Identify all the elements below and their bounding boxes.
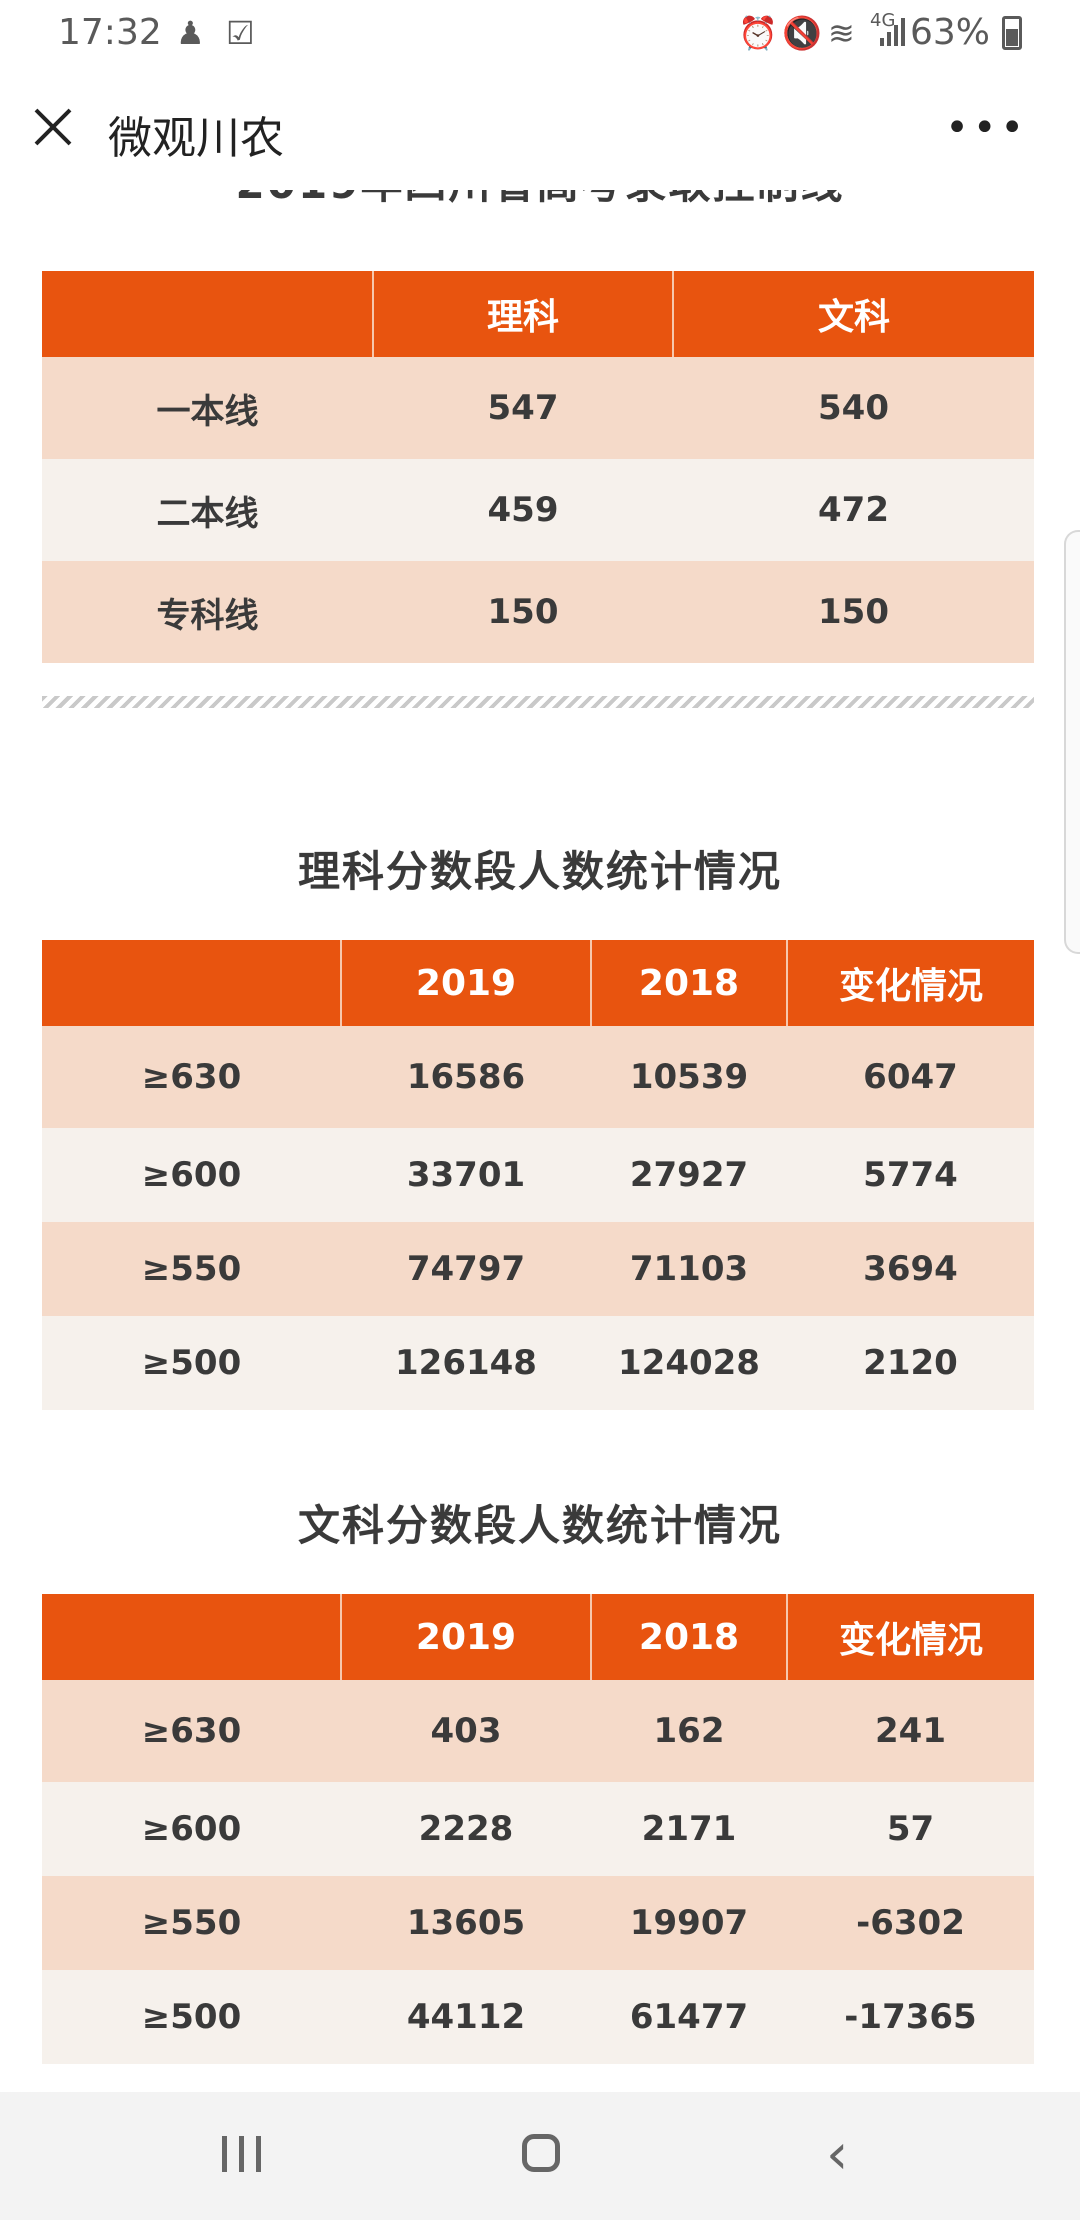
row-label: 一本线: [42, 357, 373, 459]
table-row: ≥500 126148 124028 2120: [42, 1316, 1034, 1410]
table-cell: 44112: [341, 1970, 591, 2064]
table-cell: 27927: [591, 1128, 787, 1222]
table-header-cell: [42, 1594, 341, 1680]
table-cell: 16586: [341, 1026, 591, 1128]
table-cell: 459: [373, 459, 673, 561]
row-label: 专科线: [42, 561, 373, 663]
table-cell: 540: [673, 357, 1034, 459]
row-label: ≥550: [42, 1876, 341, 1970]
row-label: ≥600: [42, 1782, 341, 1876]
app-header: 微观川农 •••: [0, 68, 1080, 190]
row-label: ≥500: [42, 1316, 341, 1410]
page-title: 微观川农: [108, 113, 284, 164]
table-cell: 10539: [591, 1026, 787, 1128]
table-cell: -17365: [787, 1970, 1034, 2064]
checkbox-icon: ☑: [226, 14, 255, 52]
science-score-table: 2019 2018 变化情况 ≥630 16586 10539 6047 ≥60…: [42, 940, 1034, 1410]
table-header-cell: [42, 940, 341, 1026]
scroll-handle[interactable]: [1064, 530, 1080, 954]
table-cell: 33701: [341, 1128, 591, 1222]
table-cell: 472: [673, 459, 1034, 561]
table-cell: 2228: [341, 1782, 591, 1876]
table-row: 专科线 150 150: [42, 561, 1034, 663]
status-time: 17:32: [58, 12, 162, 53]
table-cell: 2171: [591, 1782, 787, 1876]
table-header-cell: 2019: [340, 1594, 591, 1680]
table-cell: 150: [673, 561, 1034, 663]
status-bar: 17:32 ♟ ☑ ⏰ 🔇 ≋ 4G 63%: [0, 0, 1080, 68]
row-label: ≥630: [42, 1680, 341, 1782]
system-nav-bar: ‹: [0, 2092, 1080, 2220]
close-icon[interactable]: [30, 104, 80, 154]
table-header-cell: 2018: [590, 1594, 787, 1680]
table-cell: 162: [591, 1680, 787, 1782]
table-row: 二本线 459 472: [42, 459, 1034, 561]
science-section-title: 理科分数段人数统计情况: [297, 847, 782, 896]
table-cell: 57: [787, 1782, 1034, 1876]
hatched-divider: [42, 696, 1034, 708]
row-label: ≥500: [42, 1970, 341, 2064]
table-row: ≥500 44112 61477 -17365: [42, 1970, 1034, 2064]
table-header-cell: 2019: [340, 940, 591, 1026]
control-line-table: 理科 文科 一本线 547 540 二本线 459 472 专科线 150 15…: [42, 271, 1034, 663]
arts-section-title: 文科分数段人数统计情况: [297, 1501, 782, 1550]
table-row: ≥600 2228 2171 57: [42, 1782, 1034, 1876]
table-header-cell: 变化情况: [786, 940, 1034, 1026]
table-cell: 13605: [341, 1876, 591, 1970]
table-header-cell: [42, 271, 373, 357]
table-header-cell: 变化情况: [786, 1594, 1034, 1680]
control-table-title: 2019年四川省高考录取控制线: [0, 190, 1080, 211]
table-row: ≥550 74797 71103 3694: [42, 1222, 1034, 1316]
battery-icon: [1002, 16, 1022, 50]
row-label: ≥630: [42, 1026, 341, 1128]
table-row: 一本线 547 540: [42, 357, 1034, 459]
recent-apps-icon[interactable]: [222, 2136, 273, 2176]
alarm-icon: ⏰: [738, 14, 778, 52]
row-label: ≥600: [42, 1128, 341, 1222]
more-icon[interactable]: •••: [945, 105, 1028, 151]
row-label: 二本线: [42, 459, 373, 561]
table-cell: 6047: [787, 1026, 1034, 1128]
table-cell: 124028: [591, 1316, 787, 1410]
table-cell: 71103: [591, 1222, 787, 1316]
table-cell: 150: [373, 561, 673, 663]
arts-score-table: 2019 2018 变化情况 ≥630 403 162 241 ≥600 222…: [42, 1594, 1034, 2064]
table-header-cell: 文科: [672, 271, 1034, 357]
table-cell: 403: [341, 1680, 591, 1782]
signal-icon: [880, 16, 906, 54]
mute-icon: 🔇: [782, 14, 822, 52]
table-header-cell: 2018: [590, 940, 787, 1026]
battery-percent: 63%: [909, 12, 990, 53]
table-header-cell: 理科: [372, 271, 673, 357]
table-cell: 241: [787, 1680, 1034, 1782]
table-row: ≥630 16586 10539 6047: [42, 1026, 1034, 1128]
network-type: 4G: [870, 10, 896, 31]
person-icon: ♟: [176, 14, 205, 52]
table-cell: 126148: [341, 1316, 591, 1410]
table-cell: 547: [373, 357, 673, 459]
table-row: ≥550 13605 19907 -6302: [42, 1876, 1034, 1970]
table-cell: 2120: [787, 1316, 1034, 1410]
back-icon[interactable]: ‹: [826, 2122, 849, 2187]
table-cell: 3694: [787, 1222, 1034, 1316]
table-header-row: 2019 2018 变化情况: [42, 940, 1034, 1026]
home-icon[interactable]: [522, 2134, 560, 2172]
table-cell: 74797: [341, 1222, 591, 1316]
table-cell: 19907: [591, 1876, 787, 1970]
table-header-row: 2019 2018 变化情况: [42, 1594, 1034, 1680]
table-cell: 61477: [591, 1970, 787, 2064]
table-row: ≥600 33701 27927 5774: [42, 1128, 1034, 1222]
table-cell: -6302: [787, 1876, 1034, 1970]
table-cell: 5774: [787, 1128, 1034, 1222]
table-row: ≥630 403 162 241: [42, 1680, 1034, 1782]
table-header-row: 理科 文科: [42, 271, 1034, 357]
wifi-icon: ≋: [828, 14, 855, 52]
row-label: ≥550: [42, 1222, 341, 1316]
article-content[interactable]: 2019年四川省高考录取控制线 理科 文科 一本线 547 540 二本线 45…: [0, 190, 1080, 2092]
